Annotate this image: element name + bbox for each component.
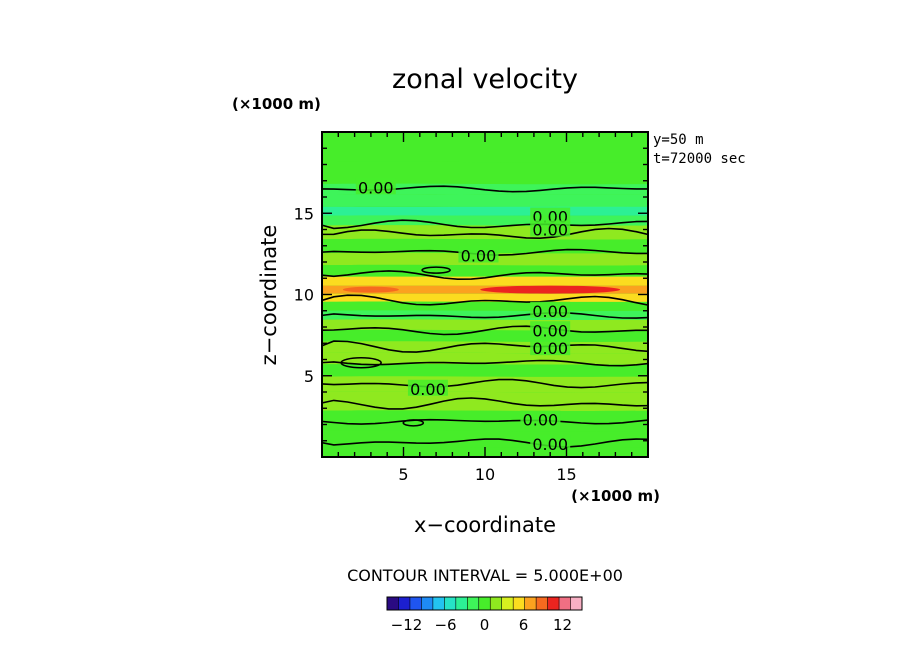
contour-loop (402, 419, 425, 427)
contour-label-bg (530, 207, 571, 224)
contour-line (322, 340, 648, 353)
contour-line (322, 294, 648, 306)
axis-ticks: 5 10 15 5 10 15 (294, 132, 648, 484)
y-axis-label: z−coordinate (257, 225, 281, 366)
chart-title: zonal velocity (392, 64, 578, 95)
y-tick-label: 5 (304, 367, 314, 386)
contour-label-bg (458, 246, 499, 263)
jet-core (342, 286, 399, 293)
colorbar-swatch (559, 597, 571, 610)
contour-label-bg (355, 178, 396, 195)
field-band (322, 301, 648, 312)
contour-line (322, 219, 648, 230)
contour-line (322, 418, 648, 425)
jet-core (480, 285, 621, 294)
field-band (322, 194, 648, 208)
y-axis-unit: (×1000 m) (232, 95, 321, 113)
colorbar-swatch (570, 597, 583, 610)
contour-label-bg (530, 321, 571, 338)
colorbar-swatch (421, 597, 434, 610)
x-tick-label: 10 (475, 465, 495, 484)
x-tick-label: 5 (398, 465, 408, 484)
contour-label: 0.00 (532, 302, 568, 321)
contour-line (322, 397, 648, 410)
contour-label-bg (407, 379, 448, 396)
contour-label: 0.00 (532, 339, 568, 358)
field-band (322, 276, 648, 286)
x-tick-label: 15 (556, 465, 576, 484)
x-axis-label: x−coordinate (414, 513, 556, 537)
contour-loop (421, 266, 451, 274)
field-band (322, 319, 648, 331)
contour-line (322, 438, 648, 448)
field-band (322, 293, 648, 302)
contour-label: 0.00 (532, 221, 568, 240)
contour-line (322, 311, 648, 319)
contour-label: 0.00 (358, 178, 394, 197)
colorbar-frame (386, 596, 583, 611)
contour-lines (322, 185, 648, 448)
contour-label-bg (520, 410, 561, 427)
contour-line (322, 378, 648, 389)
contour-line (322, 227, 648, 240)
colorbar-swatch (524, 597, 537, 610)
contour-loop (340, 356, 382, 369)
contour-label: 0.00 (532, 435, 568, 454)
colorbar-swatch (513, 597, 525, 610)
contour-label-bg (530, 301, 571, 318)
contour-label: 0.00 (410, 380, 446, 399)
field-band (322, 206, 648, 216)
contour-labels: 0.000.000.000.000.000.000.000.000.000.00 (355, 178, 571, 454)
annotation-y: y=50 m (653, 132, 704, 148)
contour-line (322, 325, 648, 336)
colorbar-tick-label: −6 (434, 616, 456, 634)
contour-label: 0.00 (461, 247, 497, 266)
colorbar-swatch (467, 597, 480, 610)
field-band (322, 376, 648, 393)
colorbar-tick-label: −12 (391, 616, 423, 634)
contour-label: 0.00 (532, 321, 568, 340)
field-band (322, 161, 648, 185)
field-band (322, 391, 648, 412)
y-tick-label: 10 (294, 286, 314, 305)
contour-label-bg (530, 435, 571, 451)
colorbar-swatch (501, 597, 514, 610)
annotation-t: t=72000 sec (653, 151, 746, 167)
y-tick-label: 15 (294, 204, 314, 223)
colorbar-tick-label: 6 (519, 616, 529, 634)
colorbar-tick-label: 0 (480, 616, 490, 634)
contour-line (322, 359, 648, 367)
colorbar-swatch (547, 597, 560, 610)
colorbar-swatch (398, 597, 411, 610)
contour-line (322, 270, 648, 281)
colorbar-swatch (536, 597, 548, 610)
contour-label-bg (530, 339, 571, 356)
colorbar-swatch (490, 597, 503, 610)
contour-label-bg (530, 220, 571, 237)
contour-interval-text: CONTOUR INTERVAL = 5.000E+00 (347, 566, 623, 585)
field-band (322, 364, 648, 377)
plot-area: 0.000.000.000.000.000.000.000.000.000.00… (294, 131, 649, 484)
colorbar-swatch (432, 597, 445, 610)
x-axis-unit: (×1000 m) (571, 487, 660, 505)
colorbar-swatch (409, 597, 422, 610)
colorbar-swatch (478, 597, 491, 610)
colorbar-swatch (444, 597, 457, 610)
colorbar-tick-label: 12 (553, 616, 572, 634)
colorbar-swatch (387, 597, 399, 610)
colorbar-swatch (455, 597, 468, 610)
colorbar: −12 −6 0 6 12 (386, 596, 583, 634)
contour-label: 0.00 (523, 411, 559, 430)
